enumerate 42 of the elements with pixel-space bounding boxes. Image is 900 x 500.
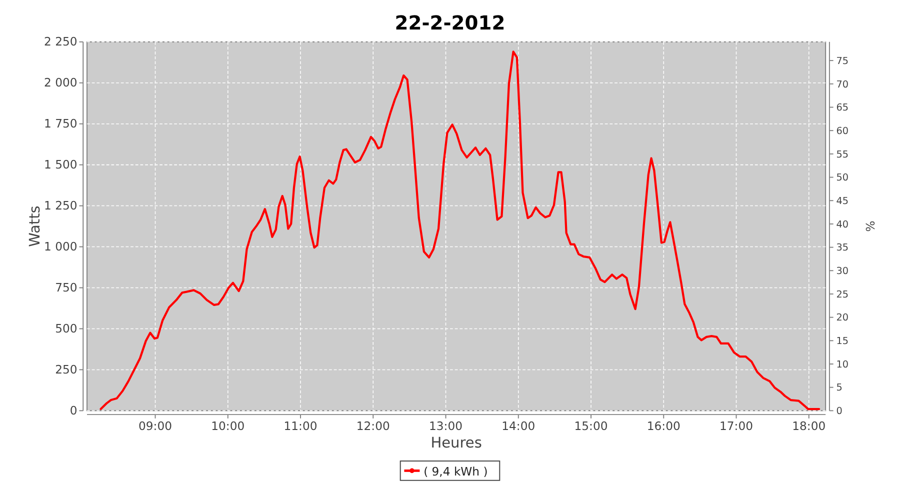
y-tick-label: 1 250	[44, 198, 78, 213]
y-tick-label: 1 000	[44, 240, 78, 254]
x-tick-label: 18:00	[792, 419, 826, 434]
x-tick-label: 11:00	[284, 419, 318, 434]
x-tick-label: 16:00	[646, 419, 680, 434]
y-tick-label: 1 500	[44, 158, 78, 172]
y2-tick-label: 10	[836, 359, 849, 370]
y-tick-label: 2 250	[44, 34, 78, 49]
y-tick-label: 2 000	[44, 76, 78, 90]
x-tick-label: 14:00	[502, 419, 536, 434]
y2-tick-label: 60	[836, 126, 849, 137]
x-tick-label: 12:00	[356, 419, 390, 434]
y2-tick-label: 35	[836, 242, 849, 254]
y-tick-label: 750	[55, 280, 78, 295]
y2-tick-label: 5	[836, 382, 842, 394]
y2-tick-label: 25	[836, 289, 849, 300]
x-tick-label: 17:00	[720, 419, 753, 434]
line-series	[100, 50, 820, 410]
y2-tick-label: 20	[836, 312, 849, 324]
y-axis-title: Watts	[28, 206, 44, 247]
y2-tick-label: 40	[836, 219, 849, 230]
x-tick-label: 10:00	[211, 419, 245, 434]
y2-tick-label: 15	[836, 336, 849, 348]
y-tick-label: 250	[55, 362, 78, 377]
x-tick-label: 09:00	[138, 419, 172, 434]
y2-tick-label: 50	[836, 172, 849, 184]
y2-tick-label: 70	[836, 79, 849, 90]
y-tick-label: 0	[70, 404, 78, 418]
y2-tick-label: 45	[836, 196, 849, 207]
chart-title: 22-2-2012	[394, 11, 506, 34]
y2-tick-label: 65	[836, 102, 849, 114]
x-tick-label: 15:00	[574, 419, 608, 434]
y2-tick-label: 0	[836, 406, 842, 418]
legend-label: ( 9,4 kWh )	[424, 464, 488, 479]
y2-tick-label: 30	[836, 266, 849, 278]
y-tick-label: 500	[55, 322, 78, 336]
y2-axis-title: %	[863, 220, 878, 232]
x-tick-label: 13:00	[429, 419, 462, 434]
y2-tick-label: 75	[836, 56, 849, 67]
x-axis-title: Heures	[430, 435, 482, 452]
y2-tick-label: 55	[836, 149, 849, 160]
y-tick-label: 1 750	[44, 116, 78, 131]
